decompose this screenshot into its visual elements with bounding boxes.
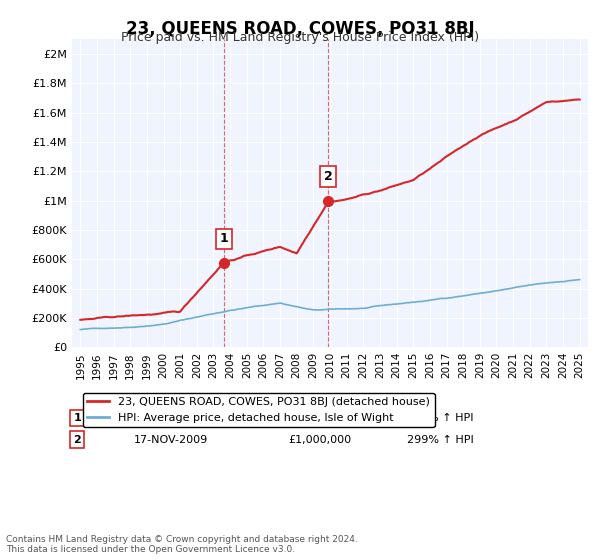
Text: 1: 1 [220, 232, 229, 245]
Text: 2: 2 [73, 435, 81, 445]
Text: 183% ↑ HPI: 183% ↑ HPI [407, 413, 474, 423]
Text: £1,000,000: £1,000,000 [289, 435, 352, 445]
Text: £575,000: £575,000 [289, 413, 341, 423]
Text: Price paid vs. HM Land Registry's House Price Index (HPI): Price paid vs. HM Land Registry's House … [121, 31, 479, 44]
Text: 23, QUEENS ROAD, COWES, PO31 8BJ: 23, QUEENS ROAD, COWES, PO31 8BJ [125, 20, 475, 38]
Text: Contains HM Land Registry data © Crown copyright and database right 2024.
This d: Contains HM Land Registry data © Crown c… [6, 535, 358, 554]
Text: 19-AUG-2003: 19-AUG-2003 [134, 413, 208, 423]
Text: 299% ↑ HPI: 299% ↑ HPI [407, 435, 474, 445]
Text: 17-NOV-2009: 17-NOV-2009 [134, 435, 208, 445]
Text: 2: 2 [323, 170, 332, 183]
Legend: 23, QUEENS ROAD, COWES, PO31 8BJ (detached house), HPI: Average price, detached : 23, QUEENS ROAD, COWES, PO31 8BJ (detach… [83, 393, 434, 427]
Text: 1: 1 [73, 413, 81, 423]
